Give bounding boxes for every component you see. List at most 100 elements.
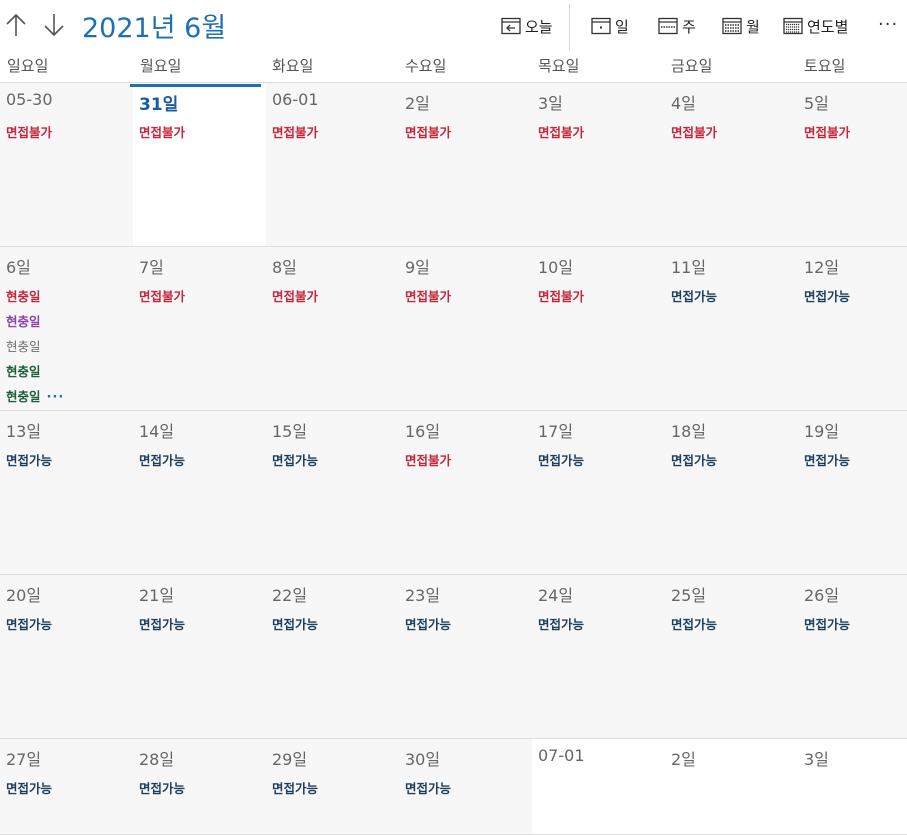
calendar-event[interactable]: 면접불가 [804, 120, 850, 145]
day-cell[interactable]: 25일 면접가능 [665, 575, 798, 739]
day-cell[interactable]: 29일 면접가능 [266, 739, 399, 835]
day-cell[interactable]: 22일 면접가능 [266, 575, 399, 739]
day-label: 2일 [671, 750, 696, 769]
day-cell[interactable]: 12일 면접가능 [798, 247, 907, 411]
calendar-event[interactable]: 면접불가 [139, 120, 185, 145]
calendar-event[interactable]: 현충일 [6, 359, 64, 384]
today-label: 오늘 [525, 17, 553, 36]
calendar-event[interactable]: 면접가능 [538, 612, 584, 637]
weekday-label: 목요일 [538, 57, 580, 75]
calendar-event[interactable]: 면접가능 [272, 612, 318, 637]
event-title: 면접가능 [538, 453, 585, 468]
calendar-event[interactable]: 면접가능 [405, 776, 451, 801]
calendar-event[interactable]: 면접불가 [405, 284, 451, 309]
day-label: 7일 [139, 258, 164, 277]
event-list: 면접불가 [671, 120, 717, 145]
calendar-event[interactable]: 면접가능 [6, 448, 52, 473]
day-cell[interactable]: 31일 면접불가 [133, 83, 266, 247]
calendar-event[interactable]: 현충일 [6, 334, 64, 359]
day-cell[interactable]: 06-01 면접불가 [266, 83, 399, 247]
calendar-event[interactable]: 면접불가 [272, 120, 318, 145]
calendar-event[interactable]: 면접불가 [538, 120, 584, 145]
event-list: 면접가능 [139, 612, 185, 637]
day-cell[interactable]: 14일 면접가능 [133, 411, 266, 575]
event-list: 면접가능 [671, 448, 717, 473]
calendar-event[interactable]: 면접가능 [139, 776, 185, 801]
event-list: 면접가능 [538, 448, 584, 473]
view-day-button[interactable]: 일 [591, 15, 629, 37]
calendar-event[interactable]: 면접불가 [6, 120, 52, 145]
day-cell[interactable]: 15일 면접가능 [266, 411, 399, 575]
event-list: 면접가능 [6, 448, 52, 473]
day-cell[interactable]: 30일 면접가능 [399, 739, 532, 835]
calendar-event[interactable]: 면접불가 [272, 284, 318, 309]
calendar-event[interactable]: 면접불가 [538, 284, 584, 309]
previous-month-button[interactable] [4, 12, 30, 40]
event-title: 면접가능 [405, 617, 452, 632]
event-title: 면접불가 [405, 125, 452, 140]
day-cell[interactable]: 5일 면접불가 [798, 83, 907, 247]
day-cell[interactable]: 10일 면접불가 [532, 247, 665, 411]
day-cell[interactable]: 20일 면접가능 [0, 575, 133, 739]
day-cell[interactable]: 9일 면접불가 [399, 247, 532, 411]
event-list: 면접불가 [6, 120, 52, 145]
calendar-event[interactable]: 면접가능 [538, 448, 584, 473]
day-cell[interactable]: 11일 면접가능 [665, 247, 798, 411]
event-title: 면접불가 [272, 125, 319, 140]
calendar-event[interactable]: 면접가능 [804, 612, 850, 637]
calendar-event[interactable]: 면접가능 [671, 612, 717, 637]
calendar-event[interactable]: 면접가능 [139, 612, 185, 637]
day-cell[interactable]: 2일 면접불가 [399, 83, 532, 247]
calendar-event[interactable]: 현충일 [6, 284, 64, 309]
today-button[interactable]: 오늘 [501, 15, 553, 37]
day-cell[interactable]: 21일 면접가능 [133, 575, 266, 739]
calendar-event[interactable]: 면접불가 [405, 120, 451, 145]
next-month-button[interactable] [42, 12, 68, 40]
day-cell[interactable]: 4일 면접불가 [665, 83, 798, 247]
day-cell[interactable]: 17일 면접가능 [532, 411, 665, 575]
view-week-button[interactable]: 주 [658, 15, 696, 37]
calendar-event[interactable]: 면접불가 [671, 120, 717, 145]
day-cell[interactable]: 3일 [798, 739, 907, 835]
event-list: 면접불가 [405, 448, 451, 473]
view-month-button[interactable]: 월 [722, 15, 760, 37]
calendar-event[interactable]: 면접가능 [671, 284, 717, 309]
weekday-label: 일요일 [7, 57, 49, 75]
day-cell[interactable]: 18일 면접가능 [665, 411, 798, 575]
calendar-event[interactable]: 면접불가 [139, 284, 185, 309]
event-title: 면접가능 [6, 617, 53, 632]
more-events-button[interactable]: ··· [46, 390, 65, 405]
calendar-event[interactable]: 면접불가 [405, 448, 451, 473]
calendar-event[interactable]: 면접가능 [804, 448, 850, 473]
calendar-event[interactable]: 현충일 [6, 309, 64, 334]
day-cell[interactable]: 24일 면접가능 [532, 575, 665, 739]
calendar-event[interactable]: 면접가능 [272, 448, 318, 473]
more-options-button[interactable]: ··· [878, 14, 899, 35]
day-cell[interactable]: 27일 면접가능 [0, 739, 133, 835]
calendar-event[interactable]: 면접가능 [804, 284, 850, 309]
calendar-event[interactable]: 면접가능 [139, 448, 185, 473]
calendar-event[interactable]: 면접가능 [405, 612, 451, 637]
calendar-event[interactable]: 면접가능 [6, 612, 52, 637]
view-year-button[interactable]: 연도별 [783, 15, 848, 37]
day-cell[interactable]: 23일 면접가능 [399, 575, 532, 739]
day-cell[interactable]: 05-30 면접불가 [0, 83, 133, 247]
day-cell[interactable]: 28일 면접가능 [133, 739, 266, 835]
day-cell[interactable]: 16일 면접불가 [399, 411, 532, 575]
day-cell[interactable]: 2일 [665, 739, 798, 835]
event-list: 면접가능 [139, 776, 185, 801]
day-cell[interactable]: 3일 면접불가 [532, 83, 665, 247]
day-cell[interactable]: 8일 면접불가 [266, 247, 399, 411]
calendar-event[interactable]: 면접가능 [6, 776, 52, 801]
calendar-event[interactable]: 면접가능 [671, 448, 717, 473]
calendar-today-icon [501, 17, 521, 35]
day-cell[interactable]: 19일 면접가능 [798, 411, 907, 575]
calendar-event[interactable]: 현충일 ··· [6, 384, 64, 410]
calendar-event[interactable]: 면접가능 [272, 776, 318, 801]
day-cell[interactable]: 26일 면접가능 [798, 575, 907, 739]
day-cell[interactable]: 6일 현충일 현충일 현충일 현충일 현충일 ··· [0, 247, 133, 411]
day-cell[interactable]: 07-01 [532, 739, 665, 835]
day-label: 13일 [6, 422, 42, 441]
